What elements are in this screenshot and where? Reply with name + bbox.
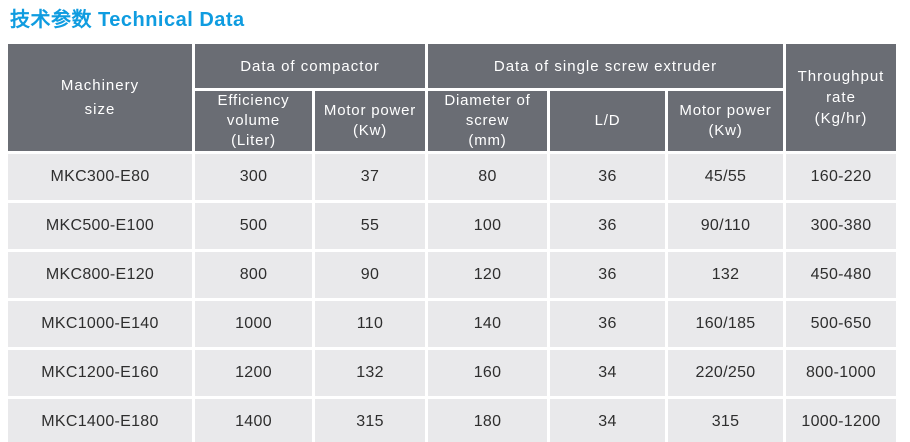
volume-cell: 1200	[195, 350, 312, 396]
model-cell: MKC800-E120	[8, 252, 192, 298]
volume-cell: 500	[195, 203, 312, 249]
volume-cell: 800	[195, 252, 312, 298]
screw-diameter-cell: 80	[428, 154, 547, 200]
table-row: MKC500-E100 500 55 100 36 90/110 300-380	[8, 203, 896, 249]
ld-cell: 36	[550, 252, 665, 298]
throughput-cell: 800-1000	[786, 350, 896, 396]
volume-cell: 300	[195, 154, 312, 200]
ld-cell: 36	[550, 154, 665, 200]
model-cell: MKC1400-E180	[8, 399, 192, 442]
screw-diameter-cell: 160	[428, 350, 547, 396]
model-cell: MKC1200-E160	[8, 350, 192, 396]
extruder-power-cell: 160/185	[668, 301, 783, 347]
col-header-efficiency-volume: Efficiency volume (Liter)	[195, 91, 312, 151]
screw-diameter-cell: 120	[428, 252, 547, 298]
throughput-cell: 300-380	[786, 203, 896, 249]
ld-cell: 36	[550, 203, 665, 249]
compactor-power-cell: 110	[315, 301, 425, 347]
model-cell: MKC1000-E140	[8, 301, 192, 347]
screw-diameter-cell: 100	[428, 203, 547, 249]
extruder-power-cell: 220/250	[668, 350, 783, 396]
table-row: MKC1200-E160 1200 132 160 34 220/250 800…	[8, 350, 896, 396]
table-row: MKC1400-E180 1400 315 180 34 315 1000-12…	[8, 399, 896, 442]
compactor-power-cell: 90	[315, 252, 425, 298]
page-title: 技术参数 Technical Data	[10, 7, 902, 33]
col-header-compactor-motor-power: Motor power (Kw)	[315, 91, 425, 151]
throughput-cell: 500-650	[786, 301, 896, 347]
col-header-extruder-motor-power: Motor power (Kw)	[668, 91, 783, 151]
page-title-english: Technical Data	[98, 9, 245, 31]
col-header-screw-diameter: Diameter of screw (mm)	[428, 91, 547, 151]
col-header-throughput-rate: Throughput rate (Kg/hr)	[786, 44, 896, 151]
volume-cell: 1400	[195, 399, 312, 442]
col-header-machinery-size: Machinery size	[8, 44, 192, 151]
table-row: MKC1000-E140 1000 110 140 36 160/185 500…	[8, 301, 896, 347]
compactor-power-cell: 315	[315, 399, 425, 442]
extruder-power-cell: 315	[668, 399, 783, 442]
header-sub-row: Efficiency volume (Liter) Motor power (K…	[8, 91, 896, 151]
header-group-row: Machinery size Data of compactor Data of…	[8, 44, 896, 151]
model-cell: MKC500-E100	[8, 203, 192, 249]
col-group-compactor: Data of compactor	[195, 44, 425, 88]
volume-cell: 1000	[195, 301, 312, 347]
screw-diameter-cell: 180	[428, 399, 547, 442]
extruder-power-cell: 132	[668, 252, 783, 298]
page-title-chinese: 技术参数	[10, 9, 92, 31]
compactor-power-cell: 37	[315, 154, 425, 200]
technical-data-table: Machinery size Data of compactor Data of…	[5, 41, 899, 442]
col-group-extruder: Data of single screw extruder	[428, 44, 783, 88]
table-row: MKC300-E80 300 37 80 36 45/55 160-220	[8, 154, 896, 200]
ld-cell: 34	[550, 350, 665, 396]
extruder-power-cell: 45/55	[668, 154, 783, 200]
model-cell: MKC300-E80	[8, 154, 192, 200]
screw-diameter-cell: 140	[428, 301, 547, 347]
throughput-cell: 450-480	[786, 252, 896, 298]
ld-cell: 36	[550, 301, 665, 347]
ld-cell: 34	[550, 399, 665, 442]
throughput-cell: 1000-1200	[786, 399, 896, 442]
extruder-power-cell: 90/110	[668, 203, 783, 249]
table-row: MKC800-E120 800 90 120 36 132 450-480	[8, 252, 896, 298]
col-header-ld-ratio: L/D	[550, 91, 665, 151]
compactor-power-cell: 132	[315, 350, 425, 396]
compactor-power-cell: 55	[315, 203, 425, 249]
throughput-cell: 160-220	[786, 154, 896, 200]
